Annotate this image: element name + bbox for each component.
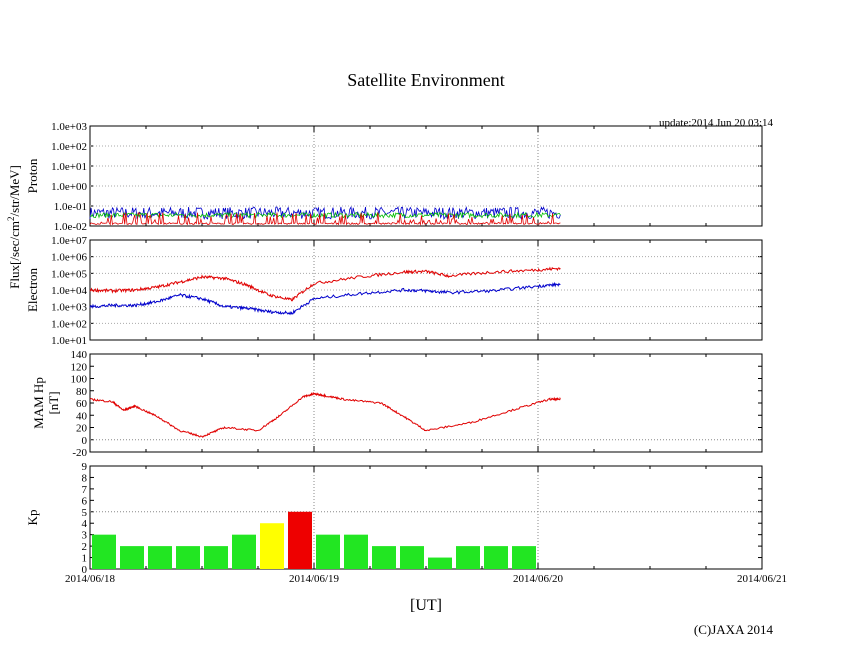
proton-series-proton-high [89, 205, 561, 220]
proton-ytick-label: 1.0e-02 [54, 221, 87, 233]
mam-ytick-label: -20 [72, 447, 87, 459]
mam-ytick-label: 80 [76, 386, 88, 398]
flux-unit-label-sup: 2 [6, 216, 16, 221]
kp-ytick-label: 3 [82, 530, 88, 542]
electron-ytick-label: 1.0e+02 [51, 318, 87, 330]
kp-bar [456, 546, 480, 569]
mam-ytick-label: 20 [76, 423, 88, 435]
proton-ytick-label: 1.0e+02 [51, 141, 87, 153]
kp-bar [232, 534, 256, 569]
electron-ylabel: Electron [25, 267, 40, 312]
electron-panel: 1.0e+07 1.0e+06 1.0e+05 1.0e+04 1.0e+03 1.0e+… [25, 235, 763, 347]
kp-bar [260, 523, 284, 569]
mam-series-hp [89, 391, 561, 438]
electron-ytick-label: 1.0e+05 [51, 268, 87, 280]
flux-unit-label-head: Flux[/sec/cm [7, 221, 22, 289]
kp-bar [316, 534, 340, 569]
proton-ytick-label: 1.0e+01 [51, 161, 87, 173]
kp-ylabel: Kp [25, 510, 40, 526]
chart-title: Satellite Environment [347, 70, 504, 90]
kp-bar [484, 546, 508, 569]
update-timestamp: update:2014 Jun 20 03:14 [659, 117, 773, 129]
x-axis-label: [UT] [410, 597, 442, 614]
kp-bar [428, 557, 452, 569]
mam-ytick-label: 0 [82, 435, 88, 447]
x-tick-labels: 2014/06/18 2014/06/19 2014/06/20 2014/06/21 [65, 573, 787, 585]
kp-bar [400, 546, 424, 569]
kp-ytick-label: 6 [82, 495, 88, 507]
proton-ylabel: Proton [25, 158, 40, 193]
electron-series-electron-low [89, 281, 561, 316]
mam-ytick-label: 60 [76, 398, 88, 410]
kp-bar [176, 546, 200, 569]
electron-series-electron-high [89, 266, 561, 302]
kp-ytick-label: 2 [82, 541, 88, 553]
proton-series-proton-low [89, 212, 561, 226]
flux-unit-label: Flux[/sec/cm2/str/MeV] [6, 165, 22, 289]
proton-series-proton-mid [89, 211, 561, 220]
copyright: (C)JAXA 2014 [694, 622, 774, 637]
kp-ytick-label: 7 [82, 484, 88, 496]
kp-ytick-label: 4 [82, 518, 88, 530]
kp-bar [288, 511, 312, 569]
electron-ytick-label: 1.0e+06 [51, 252, 87, 264]
kp-ytick-label: 1 [82, 553, 88, 565]
kp-ytick-label: 9 [82, 461, 88, 473]
electron-ytick-label: 1.0e+03 [51, 302, 87, 314]
kp-bar [92, 534, 116, 569]
kp-ytick-label: 5 [82, 507, 88, 519]
kp-bar [372, 546, 396, 569]
x-tick-label: 2014/06/21 [737, 573, 787, 585]
mam-ytick-label: 140 [71, 349, 88, 361]
kp-bar [148, 546, 172, 569]
kp-ytick-label: 8 [82, 472, 88, 484]
kp-ytick-label: 0 [82, 564, 88, 576]
kp-bar [120, 546, 144, 569]
x-tick-label: 2014/06/18 [65, 573, 116, 585]
electron-ytick-label: 1.0e+01 [51, 335, 87, 347]
proton-ytick-label: 1.0e+00 [51, 181, 87, 193]
kp-bar [344, 534, 368, 569]
proton-panel: 1.0e+03 1.0e+02 1.0e+01 1.0e+00 1.0e-01 1.0e-… [25, 121, 763, 233]
mam-frame [89, 353, 763, 453]
kp-bar [204, 546, 228, 569]
proton-ytick-label: 1.0e+03 [51, 121, 87, 133]
kp-bar [512, 546, 536, 569]
flux-unit-label-tail: /str/MeV] [7, 165, 22, 216]
proton-ytick-label: 1.0e-01 [54, 201, 87, 213]
electron-ytick-label: 1.0e+07 [51, 235, 87, 247]
electron-ytick-label: 1.0e+04 [51, 285, 87, 297]
mam-ylabel-unit: [nT] [46, 391, 61, 414]
mam-ytick-label: 100 [71, 374, 88, 386]
x-tick-label: 2014/06/19 [289, 573, 340, 585]
mam-ytick-label: 120 [71, 361, 88, 373]
mam-ylabel: MAM Hp [31, 377, 46, 429]
mam-ytick-label: 40 [76, 410, 88, 422]
x-tick-label: 2014/06/20 [513, 573, 564, 585]
